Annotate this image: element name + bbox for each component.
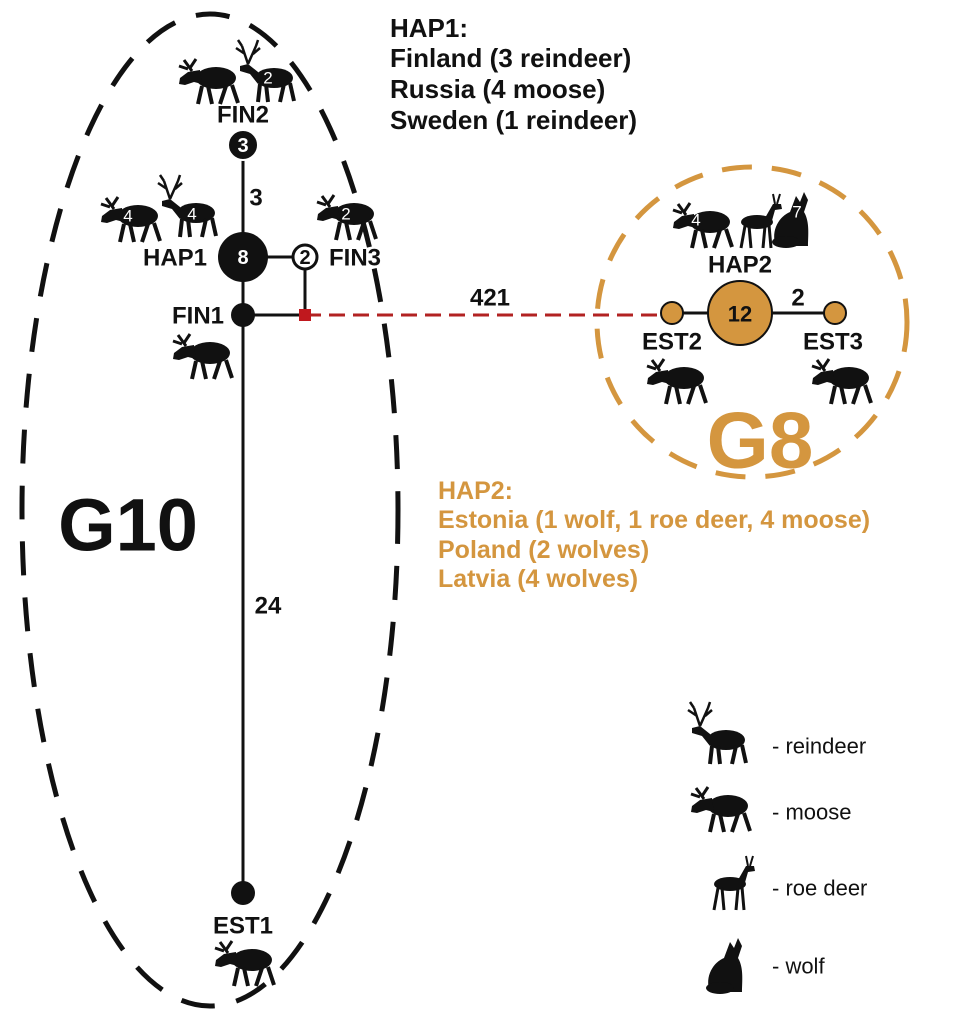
legend-roe-deer-icon bbox=[714, 856, 755, 910]
note-line: Sweden (1 reindeer) bbox=[390, 105, 637, 135]
node-label: EST3 bbox=[803, 329, 863, 356]
node-label: EST1 bbox=[213, 913, 273, 940]
group-label: G10 bbox=[58, 484, 198, 567]
hap1-note: HAP1: Finland (3 reindeer) Russia (4 moo… bbox=[390, 13, 637, 135]
page: { "groups": {"g10": "G10", "g8": "G8"}, … bbox=[0, 0, 976, 1012]
node bbox=[824, 302, 846, 324]
node-count: 2 bbox=[299, 247, 310, 269]
hap2-note: HAP2: Estonia (1 wolf, 1 roe deer, 4 moo… bbox=[438, 477, 870, 593]
median-vector bbox=[299, 309, 311, 321]
edge-label: 24 bbox=[255, 593, 282, 620]
legend-wolf-icon bbox=[706, 938, 742, 994]
moose-icon bbox=[673, 203, 732, 248]
legend-label: - reindeer bbox=[772, 734, 866, 759]
moose-icon bbox=[647, 359, 706, 404]
node bbox=[231, 303, 255, 327]
legend-label: - roe deer bbox=[772, 876, 867, 901]
moose-icon bbox=[812, 359, 871, 404]
animal-count: 2 bbox=[263, 69, 272, 88]
node bbox=[231, 881, 255, 905]
node-count: 8 bbox=[237, 247, 248, 269]
edge-label: 421 bbox=[470, 285, 510, 312]
group-label: G8 bbox=[707, 396, 814, 485]
node-label: HAP2 bbox=[708, 252, 772, 279]
animal-count: 4 bbox=[187, 205, 196, 224]
node-label: EST2 bbox=[642, 329, 702, 356]
node bbox=[661, 302, 683, 324]
animal-count: 4 bbox=[691, 211, 700, 230]
legend-label: - moose bbox=[772, 800, 851, 825]
animal-count: 2 bbox=[341, 205, 350, 224]
note-line: Russia (4 moose) bbox=[390, 74, 605, 104]
node-label: FIN3 bbox=[329, 245, 381, 272]
note-line: Finland (3 reindeer) bbox=[390, 43, 631, 73]
node-label: HAP1 bbox=[143, 245, 207, 272]
moose-icon bbox=[173, 334, 232, 379]
legend-moose-icon bbox=[691, 787, 750, 832]
edge-label: 2 bbox=[791, 285, 804, 312]
legend-label: - wolf bbox=[772, 954, 825, 979]
node-count: 12 bbox=[728, 302, 752, 327]
animal-count: 7 bbox=[792, 203, 801, 222]
animal-count: 4 bbox=[123, 207, 132, 226]
haplotype-network: 3 8 2 12 FIN2 HAP1 FIN3 FIN1 EST1 HAP2 E… bbox=[0, 0, 976, 1012]
moose-icon bbox=[179, 59, 238, 104]
legend-reindeer-icon bbox=[688, 702, 746, 764]
node-count: 3 bbox=[237, 135, 248, 157]
note-title: HAP1: bbox=[390, 13, 468, 43]
moose-icon bbox=[215, 941, 274, 986]
edge-label: 3 bbox=[249, 185, 262, 212]
note-line: Poland (2 wolves) bbox=[438, 536, 649, 564]
node-label: FIN2 bbox=[217, 102, 269, 129]
note-line: Latvia (4 wolves) bbox=[438, 565, 638, 593]
node-label: FIN1 bbox=[172, 303, 224, 330]
note-title: HAP2: bbox=[438, 477, 513, 505]
note-line: Estonia (1 wolf, 1 roe deer, 4 moose) bbox=[438, 506, 870, 534]
